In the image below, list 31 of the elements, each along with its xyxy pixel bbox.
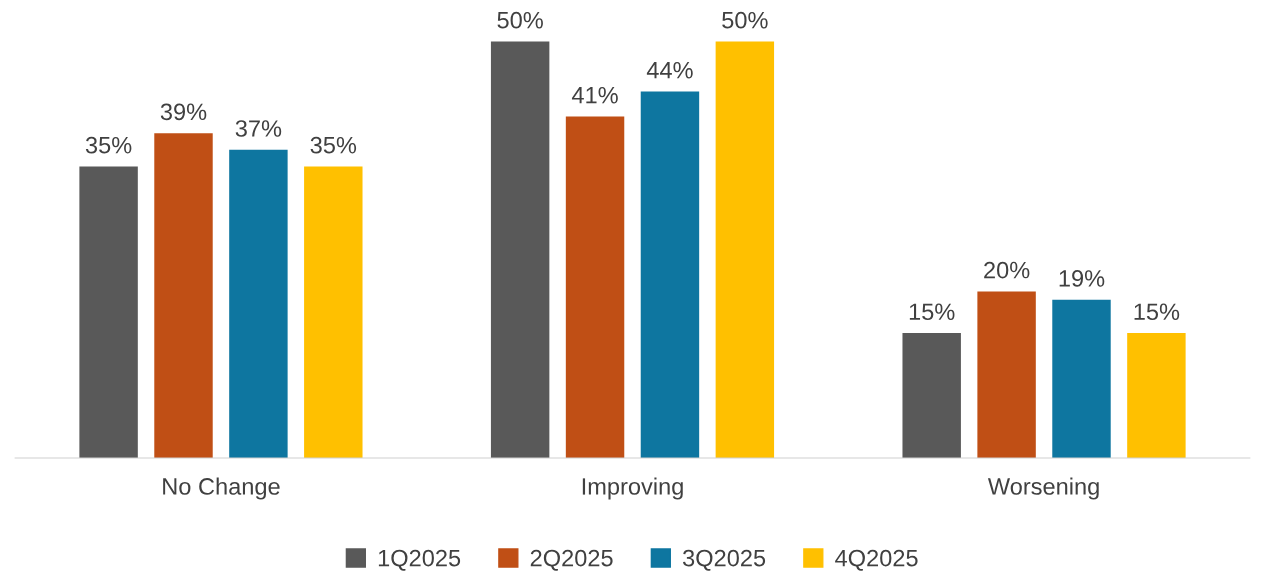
data-label: 35% [85, 136, 132, 154]
data-label: 39% [160, 103, 207, 121]
data-label: 19% [1059, 270, 1105, 287]
x-tick-label: Improving [582, 477, 683, 500]
legend-label: 3Q2025 [682, 549, 766, 571]
bar [1052, 299, 1111, 459]
bar [902, 333, 961, 459]
bar [229, 149, 288, 459]
data-label: 15% [909, 303, 955, 321]
data-label: 37% [235, 120, 282, 137]
bar [640, 91, 700, 459]
bar [304, 166, 363, 459]
bar [977, 291, 1036, 459]
bar [79, 166, 138, 459]
data-label: 50% [722, 11, 768, 29]
bar [1127, 333, 1186, 459]
legend-label: 1Q2025 [378, 549, 461, 571]
data-label: 20% [984, 261, 1030, 279]
x-tick-label: Worsening [987, 477, 1099, 500]
data-label: 15% [1134, 303, 1180, 321]
bar [715, 41, 775, 459]
data-label: 44% [646, 61, 693, 79]
legend-label: 2Q2025 [530, 549, 613, 571]
data-label: 35% [310, 136, 357, 154]
data-label: 50% [497, 11, 543, 29]
data-label: 41% [571, 86, 618, 104]
x-tick-label: No Change [163, 477, 280, 500]
bar [565, 116, 625, 459]
bar [154, 133, 213, 459]
legend-label: 4Q2025 [835, 549, 918, 571]
bar [490, 41, 550, 459]
